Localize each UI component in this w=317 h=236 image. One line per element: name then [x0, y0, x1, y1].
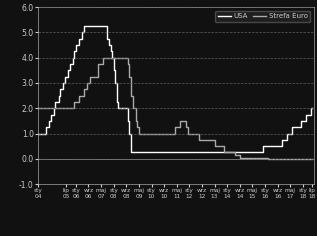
- Strefa Euro: [266, 157, 270, 160]
- Strefa Euro: [310, 157, 314, 160]
- USA: [110, 56, 114, 59]
- USA: [309, 107, 313, 110]
- USA: [285, 132, 289, 135]
- Strefa Euro: [127, 75, 131, 78]
- Strefa Euro: [96, 63, 100, 65]
- Strefa Euro: [126, 63, 130, 65]
- Strefa Euro: [36, 107, 40, 110]
- USA: [52, 107, 56, 110]
- Strefa Euro: [156, 132, 160, 135]
- Strefa Euro: [82, 88, 86, 91]
- USA: [80, 31, 84, 34]
- USA: [281, 138, 284, 141]
- Strefa Euro: [129, 94, 133, 97]
- USA: [127, 132, 131, 135]
- USA: [113, 81, 117, 84]
- Strefa Euro: [233, 154, 237, 156]
- USA: [71, 56, 74, 59]
- Strefa Euro: [184, 126, 188, 129]
- USA: [126, 119, 130, 122]
- USA: [310, 107, 314, 110]
- USA: [63, 75, 67, 78]
- USA: [299, 119, 303, 122]
- USA: [290, 126, 294, 129]
- Strefa Euro: [85, 81, 89, 84]
- USA: [61, 81, 65, 84]
- USA: [109, 50, 113, 53]
- USA: [129, 151, 133, 154]
- Strefa Euro: [173, 126, 177, 129]
- USA: [49, 113, 53, 116]
- USA: [72, 50, 76, 53]
- Strefa Euro: [134, 119, 138, 122]
- USA: [47, 119, 51, 122]
- USA: [262, 145, 265, 148]
- USA: [82, 25, 86, 27]
- USA: [107, 44, 111, 46]
- USA: [304, 113, 308, 116]
- USA: [54, 101, 57, 103]
- USA: [57, 94, 61, 97]
- Strefa Euro: [135, 126, 139, 129]
- Strefa Euro: [137, 132, 141, 135]
- Strefa Euro: [222, 151, 226, 154]
- USA: [74, 44, 78, 46]
- Strefa Euro: [77, 94, 81, 97]
- USA: [36, 132, 40, 135]
- Line: USA: USA: [38, 26, 312, 152]
- Strefa Euro: [72, 101, 76, 103]
- Strefa Euro: [101, 56, 105, 59]
- USA: [112, 69, 116, 72]
- USA: [115, 101, 119, 103]
- USA: [117, 107, 120, 110]
- Strefa Euro: [178, 119, 182, 122]
- Legend: USA, Strefa Euro: USA, Strefa Euro: [215, 11, 310, 22]
- Line: Strefa Euro: Strefa Euro: [38, 58, 312, 159]
- USA: [44, 126, 48, 129]
- USA: [58, 88, 62, 91]
- Strefa Euro: [186, 132, 190, 135]
- USA: [106, 37, 109, 40]
- USA: [68, 63, 71, 65]
- USA: [66, 69, 70, 72]
- Strefa Euro: [213, 145, 217, 148]
- Strefa Euro: [197, 138, 201, 141]
- Strefa Euro: [131, 107, 134, 110]
- Strefa Euro: [238, 156, 242, 159]
- USA: [77, 37, 81, 40]
- Strefa Euro: [88, 75, 92, 78]
